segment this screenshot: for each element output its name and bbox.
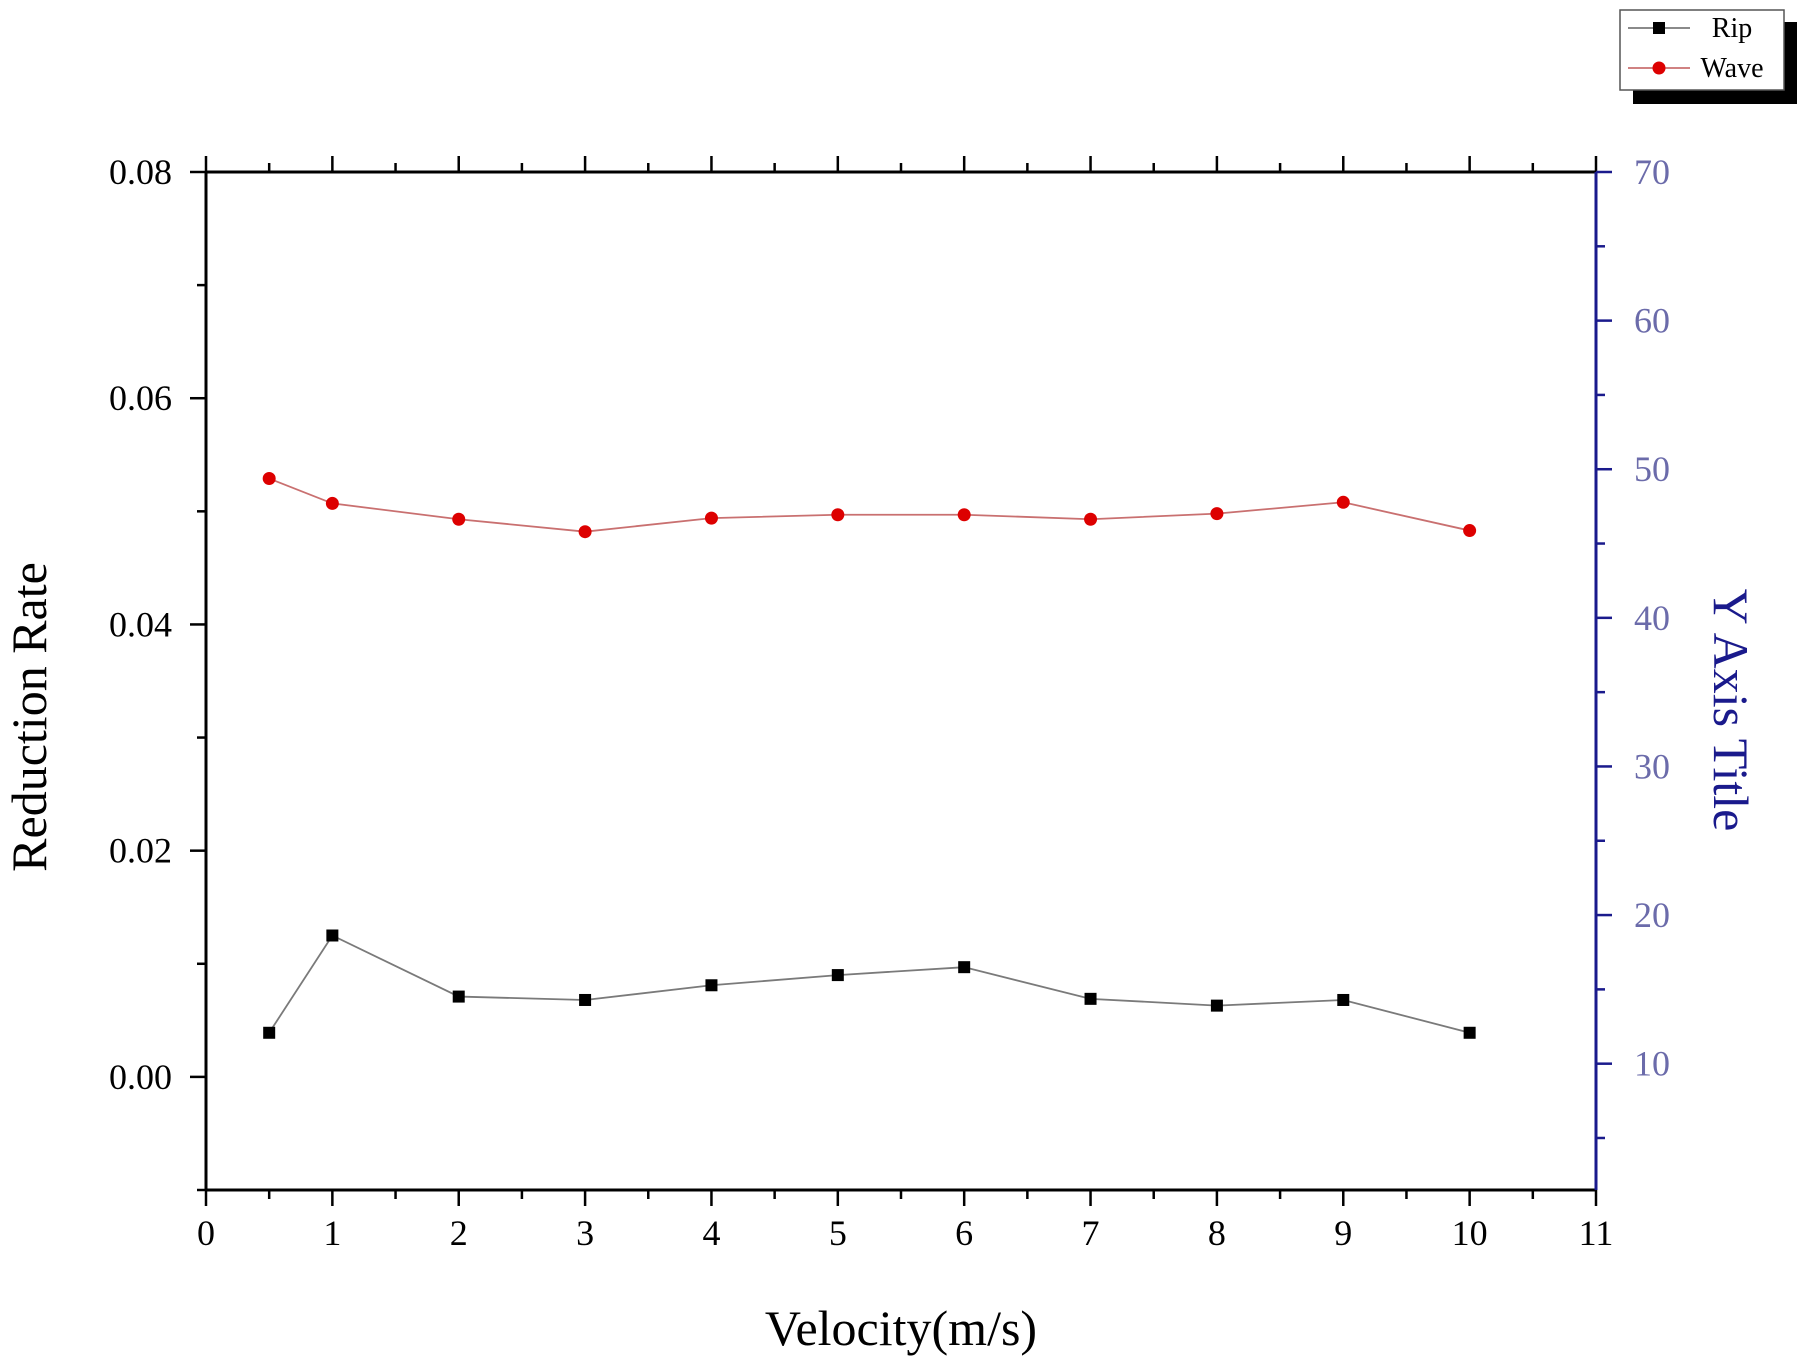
series-line-wave (268, 477, 1470, 533)
legend-label-wave: Wave (1700, 53, 1763, 84)
y2-tick-label: 10 (1634, 1044, 1670, 1084)
x-tick-label: 4 (702, 1213, 720, 1253)
y2-tick-label: 20 (1634, 895, 1670, 935)
legend-items: Rip Wave (1628, 13, 1764, 84)
y-tick-label: 0.04 (109, 604, 172, 644)
series-line-rip (268, 934, 1470, 1034)
data-point-rip (1084, 992, 1097, 1005)
y-tick-label: 0.00 (109, 1057, 172, 1097)
data-point-wave (578, 525, 592, 539)
data-point-rip (452, 990, 465, 1003)
data-point-rip (579, 993, 592, 1006)
data-point-wave (1210, 507, 1224, 521)
legend-marker-rip (1653, 22, 1665, 34)
data-point-rip (1463, 1026, 1476, 1039)
legend-label-rip: Rip (1712, 13, 1752, 44)
x-tick-label: 5 (829, 1213, 847, 1253)
x-tick-label: 2 (450, 1213, 468, 1253)
legend: Rip Wave (1619, 9, 1797, 104)
legend-marker-wave (1652, 61, 1666, 75)
plot-frame (204, 170, 1598, 1192)
data-point-rip (958, 961, 971, 974)
y2-axis-title: Y Axis Title (1703, 589, 1759, 832)
data-point-wave (1463, 524, 1477, 538)
x-tick-label: 0 (197, 1213, 215, 1253)
legend-box (1619, 9, 1785, 91)
x-tick-label: 11 (1579, 1213, 1614, 1253)
data-point-wave (325, 496, 339, 510)
y2-tick-label: 60 (1634, 301, 1670, 341)
x-tick-label: 8 (1208, 1213, 1226, 1253)
data-point-wave (262, 472, 276, 486)
y-axis-title: Reduction Rate (1, 562, 57, 872)
data-point-wave (704, 511, 718, 525)
y-tick-label: 0.06 (109, 378, 172, 418)
x-tick-label: 6 (955, 1213, 973, 1253)
data-point-rip (705, 979, 718, 992)
data-point-wave (452, 512, 466, 526)
y2-tick-label: 40 (1634, 598, 1670, 638)
data-point-rip (831, 969, 844, 982)
tick-labels: 0 1 2 3 4 5 6 7 8 9 10 11 0.00 0.02 0.04 0.06 0.08 10 20 30… (109, 152, 1670, 1253)
data-point-rip (1337, 993, 1350, 1006)
data-point-rip (263, 1026, 276, 1039)
data-point-wave (1336, 495, 1350, 509)
data-point-wave (1084, 512, 1098, 526)
y2-tick-label: 70 (1634, 152, 1670, 192)
data-point-rip (326, 929, 339, 942)
data-point-wave (831, 508, 845, 522)
x-tick-label: 1 (323, 1213, 341, 1253)
y-tick-label: 0.02 (109, 831, 172, 871)
x-tick-label: 7 (1082, 1213, 1100, 1253)
data-point-rip (1210, 999, 1223, 1012)
y-tick-label: 0.08 (109, 152, 172, 192)
ticks (190, 156, 1612, 1206)
x-tick-label: 9 (1334, 1213, 1352, 1253)
x-tick-label: 3 (576, 1213, 594, 1253)
x-tick-label: 10 (1452, 1213, 1488, 1253)
x-axis-title: Velocity(m/s) (765, 1300, 1037, 1356)
series-layer (262, 472, 1477, 1039)
data-point-wave (957, 508, 971, 522)
y2-tick-label: 30 (1634, 746, 1670, 786)
y2-tick-label: 50 (1634, 449, 1670, 489)
